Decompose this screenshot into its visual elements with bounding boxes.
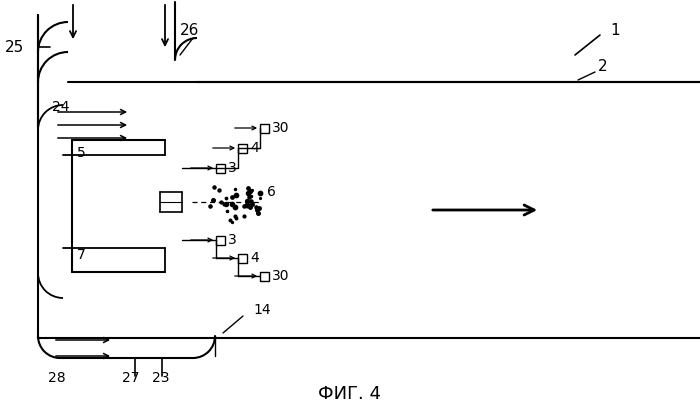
Text: 30: 30 xyxy=(272,269,290,283)
Text: 30: 30 xyxy=(272,121,290,135)
Bar xyxy=(238,253,247,262)
Text: 14: 14 xyxy=(253,303,271,317)
Text: 23: 23 xyxy=(152,371,169,385)
Text: 27: 27 xyxy=(122,371,139,385)
Text: 25: 25 xyxy=(5,40,24,54)
Bar xyxy=(216,236,225,244)
Text: 28: 28 xyxy=(48,371,66,385)
Text: 1: 1 xyxy=(610,23,620,37)
Text: 5: 5 xyxy=(77,145,85,159)
Text: 2: 2 xyxy=(598,59,608,73)
Text: 6: 6 xyxy=(267,185,276,199)
Text: 26: 26 xyxy=(180,23,200,37)
Bar xyxy=(260,272,269,281)
Text: ФИГ. 4: ФИГ. 4 xyxy=(318,385,382,403)
Text: 4: 4 xyxy=(250,141,259,155)
Text: 24: 24 xyxy=(52,100,69,114)
Text: 7: 7 xyxy=(77,248,85,262)
Text: 4: 4 xyxy=(250,251,259,265)
Text: 3: 3 xyxy=(228,161,237,175)
Bar xyxy=(216,164,225,173)
Text: 3: 3 xyxy=(228,233,237,247)
Bar xyxy=(238,143,247,152)
Bar xyxy=(260,124,269,133)
